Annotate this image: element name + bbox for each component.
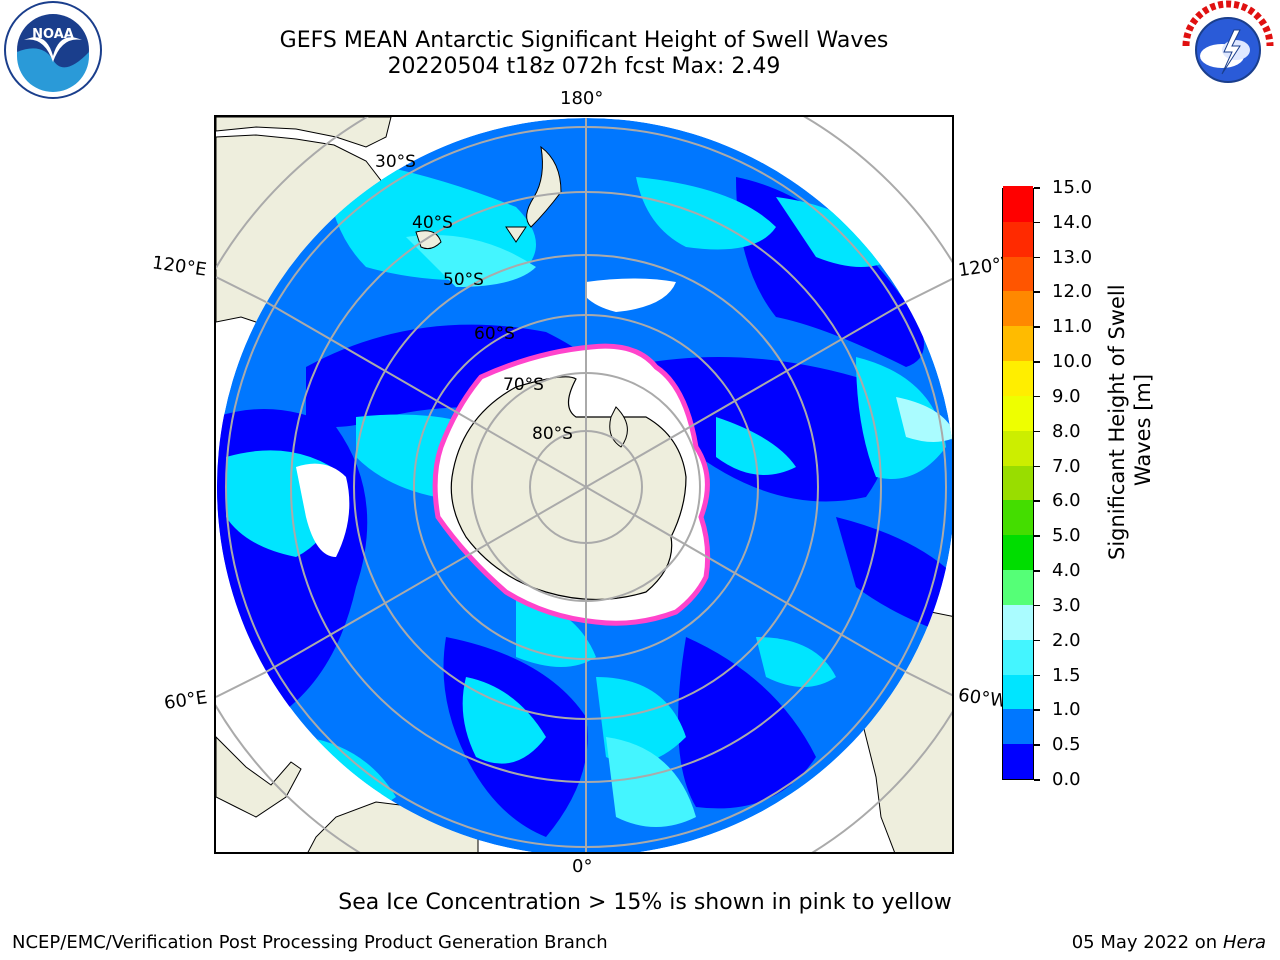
colorbar-tick-mark <box>1034 221 1040 224</box>
credit-host: Hera <box>1222 932 1266 953</box>
colorbar-tick-label: 3.0 <box>1052 594 1081 616</box>
colorbar-tick-mark <box>1034 326 1040 328</box>
colorbar-tick-mark <box>1034 500 1040 502</box>
chart-subtitle: 20220504 t18z 072h fcst Max: 2.49 <box>387 54 781 79</box>
colorbar-tick-label: 1.0 <box>1052 699 1081 721</box>
noaa-logo-text: NOAA <box>32 27 74 42</box>
colorbar-segment <box>1003 743 1033 779</box>
colorbar-tick-mark <box>1034 744 1040 746</box>
colorbar-tick-mark <box>1034 779 1040 781</box>
colorbar-tick-label: 6.0 <box>1052 490 1081 512</box>
colorbar-tick-label: 12.0 <box>1052 281 1093 303</box>
colorbar-segment <box>1003 499 1033 536</box>
lon-label-180: 180° <box>560 88 604 109</box>
colorbar-segment <box>1003 430 1033 466</box>
colorbar-tick-label: 1.5 <box>1052 664 1081 686</box>
lat-label-30s: 30°S <box>375 152 416 172</box>
colorbar-segment <box>1003 290 1033 327</box>
nws-logo <box>1176 0 1280 100</box>
colorbar-segment <box>1003 360 1033 396</box>
colorbar-tick-mark <box>1034 361 1040 363</box>
colorbar-tick-label: 10.0 <box>1052 351 1093 373</box>
colorbar-tick-mark <box>1034 604 1040 607</box>
colorbar-tick-label: 9.0 <box>1052 385 1081 407</box>
chart-title: GEFS MEAN Antarctic Significant Height o… <box>279 28 889 53</box>
colorbar-tick-label: 15.0 <box>1052 177 1093 198</box>
colorbar-tick-label: 4.0 <box>1052 560 1081 582</box>
credit-left: NCEP/EMC/Verification Post Processing Pr… <box>12 932 608 953</box>
colorbar-tick-mark <box>1034 291 1040 293</box>
lat-label-40s: 40°S <box>412 213 453 233</box>
lon-label-120e: 120°E <box>150 252 208 281</box>
credit-date: 05 May 2022 on <box>1071 932 1218 953</box>
colorbar-segment <box>1003 673 1033 710</box>
lon-label-60e: 60°E <box>162 687 209 714</box>
colorbar-tick-mark <box>1034 187 1040 189</box>
colorbar-tick-label: 13.0 <box>1052 246 1093 268</box>
colorbar-tick-mark <box>1034 709 1040 711</box>
colorbar-tick-mark <box>1034 430 1040 433</box>
colorbar-segment <box>1003 569 1033 605</box>
lat-label-80s: 80°S <box>532 424 573 444</box>
lat-label-70s: 70°S <box>503 375 544 395</box>
colorbar-segment <box>1003 186 1033 222</box>
colorbar-tick-mark <box>1034 535 1040 537</box>
colorbar-segment <box>1003 534 1033 571</box>
colorbar-tick-mark <box>1034 395 1040 398</box>
colorbar-tick-label: 2.0 <box>1052 629 1081 651</box>
colorbar-segment <box>1003 465 1033 501</box>
colorbar-tick-label: 11.0 <box>1052 316 1093 338</box>
sea-ice-note: Sea Ice Concentration > 15% is shown in … <box>0 890 1280 915</box>
polar-map <box>214 115 954 854</box>
colorbar-label-line2: Waves [m] <box>1131 373 1155 487</box>
colorbar-segment <box>1003 256 1033 292</box>
colorbar-tick-mark <box>1034 465 1040 468</box>
lat-label-50s: 50°S <box>443 270 484 290</box>
colorbar-label-wrap: Significant Height of Swell Waves [m] <box>1000 284 1260 560</box>
sea-ice-note-text: Sea Ice Concentration > 15% is shown in … <box>338 890 952 915</box>
colorbar-ticks: 0.0 0.5 1.0 1.5 2.0 3.0 4.0 5.0 6.0 7.0 8.0 9.0 10.0… <box>1034 0 1094 960</box>
colorbar <box>1002 186 1034 780</box>
lat-label-60s: 60°S <box>474 324 515 344</box>
colorbar-tick-mark <box>1034 256 1040 259</box>
colorbar-segment <box>1003 604 1033 640</box>
colorbar-label-line1: Significant Height of Swell <box>1105 284 1129 560</box>
colorbar-tick-mark <box>1034 639 1040 642</box>
colorbar-tick-label: 0.0 <box>1052 769 1081 790</box>
colorbar-segment <box>1003 708 1033 745</box>
colorbar-tick-label: 7.0 <box>1052 455 1081 477</box>
credit-right: 05 May 2022 on Hera <box>1072 932 1266 953</box>
colorbar-tick-label: 0.5 <box>1052 734 1081 756</box>
colorbar-segment <box>1003 325 1033 362</box>
colorbar-label: Significant Height of Swell Waves [m] <box>1104 284 1156 560</box>
colorbar-tick-label: 5.0 <box>1052 525 1081 547</box>
colorbar-tick-mark <box>1034 674 1040 677</box>
colorbar-segment <box>1003 221 1033 257</box>
colorbar-tick-mark <box>1034 570 1040 572</box>
swell-field <box>217 118 952 852</box>
noaa-logo: NOAA <box>2 0 104 100</box>
colorbar-tick-label: 8.0 <box>1052 420 1081 442</box>
colorbar-segment <box>1003 639 1033 675</box>
colorbar-tick-label: 14.0 <box>1052 211 1093 233</box>
lon-label-0: 0° <box>572 856 593 877</box>
colorbar-segment <box>1003 395 1033 431</box>
